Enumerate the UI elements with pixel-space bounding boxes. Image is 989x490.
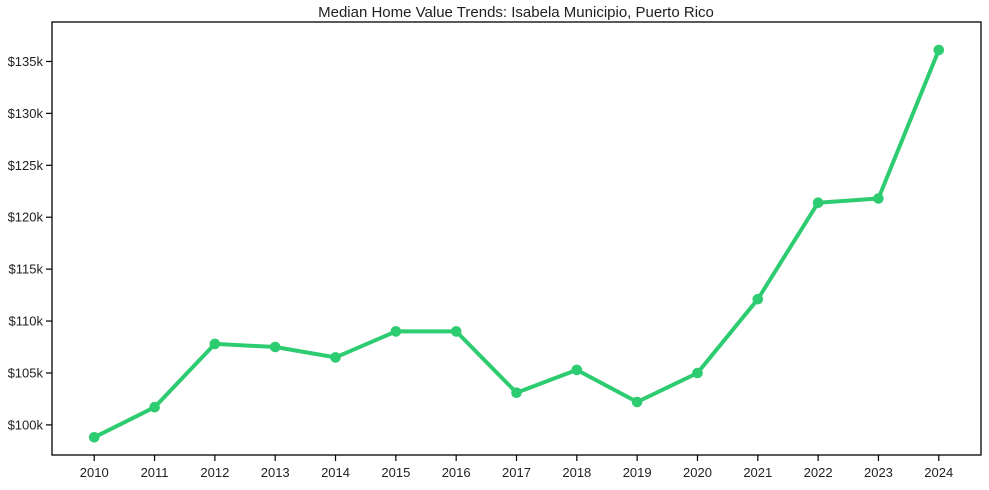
x-tick-label: 2017 (502, 465, 531, 480)
x-tick-label: 2019 (623, 465, 652, 480)
x-tick-label: 2013 (261, 465, 290, 480)
data-point (812, 197, 824, 208)
x-tick-label: 2014 (321, 465, 350, 480)
y-tick-label: $120k (8, 210, 44, 225)
y-tick-label: $125k (8, 158, 44, 173)
x-tick-label: 2018 (562, 465, 591, 480)
x-tick-label: 2010 (80, 465, 109, 480)
x-tick-label: 2020 (683, 465, 712, 480)
x-tick-label: 2023 (864, 465, 893, 480)
data-point (390, 326, 402, 337)
data-point (752, 293, 764, 305)
plot-area: $100k $105k $110k $115k $120k $125k $130k $135k… (8, 21, 982, 480)
x-tick-label: 2012 (200, 465, 229, 480)
x-tick-label: 2022 (804, 465, 833, 480)
data-point (631, 396, 643, 408)
data-point (511, 387, 522, 399)
data-point (692, 367, 703, 379)
chart-title: Median Home Value Trends: Isabela Munici… (318, 4, 714, 21)
x-tick-label: 2011 (141, 465, 169, 480)
data-point (269, 341, 281, 353)
x-tick-label: 2016 (442, 465, 471, 480)
y-tick-label: $130k (8, 106, 44, 121)
data-line (92, 48, 941, 440)
y-tick-label: $100k (8, 417, 44, 432)
data-point (873, 193, 884, 204)
data-point (149, 401, 160, 413)
x-tick-label: 2015 (381, 465, 410, 480)
data-point (330, 352, 341, 363)
data-point (450, 326, 462, 337)
data-point (933, 44, 945, 56)
x-tick-label: 2024 (924, 465, 953, 480)
data-point (209, 338, 221, 350)
y-tick-label: $110k (9, 314, 44, 329)
x-tick-label: 2021 (743, 465, 772, 480)
y-tick-label: $115k (9, 262, 44, 277)
data-point (88, 432, 100, 443)
data-point (571, 364, 583, 376)
y-tick-label: $105k (8, 365, 44, 380)
y-tick-label: $135k (8, 54, 44, 69)
